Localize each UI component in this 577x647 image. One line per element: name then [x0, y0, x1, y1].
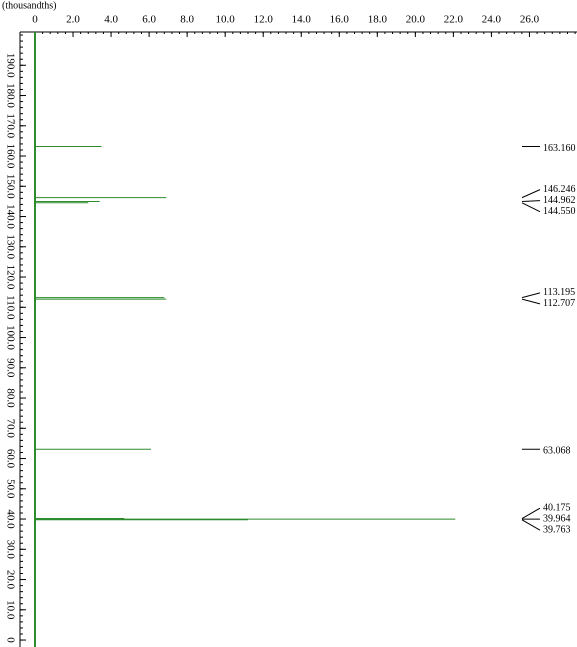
peak-label: 144.962	[543, 195, 576, 206]
x-tick-label: 24.0	[482, 14, 502, 26]
peak-label: 113.195	[543, 287, 575, 298]
y-tick-label: 120.0	[4, 265, 16, 290]
y-tick-label: 60.0	[4, 449, 16, 469]
y-tick-label: 30.0	[4, 540, 16, 560]
unit-label: (thousandths)	[2, 0, 56, 11]
label-connector	[521, 298, 541, 305]
peak-label: 39.763	[543, 524, 571, 535]
y-tick-label: 50.0	[4, 479, 16, 499]
y-tick-label: 90.0	[4, 358, 16, 378]
label-connector	[521, 202, 541, 213]
y-tick-label: 190.0	[4, 53, 16, 78]
peak-label: 146.246	[543, 184, 576, 195]
x-tick-label: 18.0	[368, 14, 388, 26]
y-tick-label: 20.0	[4, 570, 16, 590]
y-tick-label: 110.0	[4, 295, 16, 320]
y-tick-label: 130.0	[4, 234, 16, 259]
label-connector	[521, 200, 541, 203]
peak-label: 163.160	[543, 143, 576, 154]
x-tick-label: 8.0	[180, 14, 194, 26]
x-tick-label: 12.0	[254, 14, 274, 26]
x-tick-label: 6.0	[142, 14, 156, 26]
x-tick-label: 4.0	[104, 14, 118, 26]
peak-label: 40.175	[543, 502, 571, 513]
peak-label: 39.964	[543, 513, 571, 524]
peak-label: 63.068	[543, 446, 571, 457]
x-tick-label: 22.0	[444, 14, 464, 26]
y-tick-label: 40.0	[4, 509, 16, 529]
x-tick-label: 26.0	[520, 14, 540, 26]
label-connector	[521, 189, 541, 199]
y-tick-label: 70.0	[4, 419, 16, 439]
label-connector	[521, 507, 541, 519]
y-tick-label: 100.0	[4, 325, 16, 350]
y-tick-label: 80.0	[4, 388, 16, 408]
y-tick-label: 180.0	[4, 83, 16, 108]
peak-label: 112.707	[543, 298, 575, 309]
y-tick-label: 160.0	[4, 144, 16, 169]
y-tick-label: 10.0	[4, 600, 16, 620]
x-tick-label: 10.0	[216, 14, 236, 26]
x-tick-label: 20.0	[406, 14, 426, 26]
y-tick-label: 140.0	[4, 204, 16, 229]
label-connector	[521, 519, 541, 531]
x-tick-label: 16.0	[330, 14, 350, 26]
y-tick-label: 170.0	[4, 113, 16, 138]
peak-label: 144.550	[543, 206, 576, 217]
x-tick-label: 14.0	[292, 14, 312, 26]
x-tick-label: 0	[32, 14, 38, 26]
label-connector	[521, 292, 541, 299]
y-tick-label: 150.0	[4, 174, 16, 199]
y-tick-label: 0	[4, 637, 16, 643]
x-tick-label: 2.0	[66, 14, 80, 26]
